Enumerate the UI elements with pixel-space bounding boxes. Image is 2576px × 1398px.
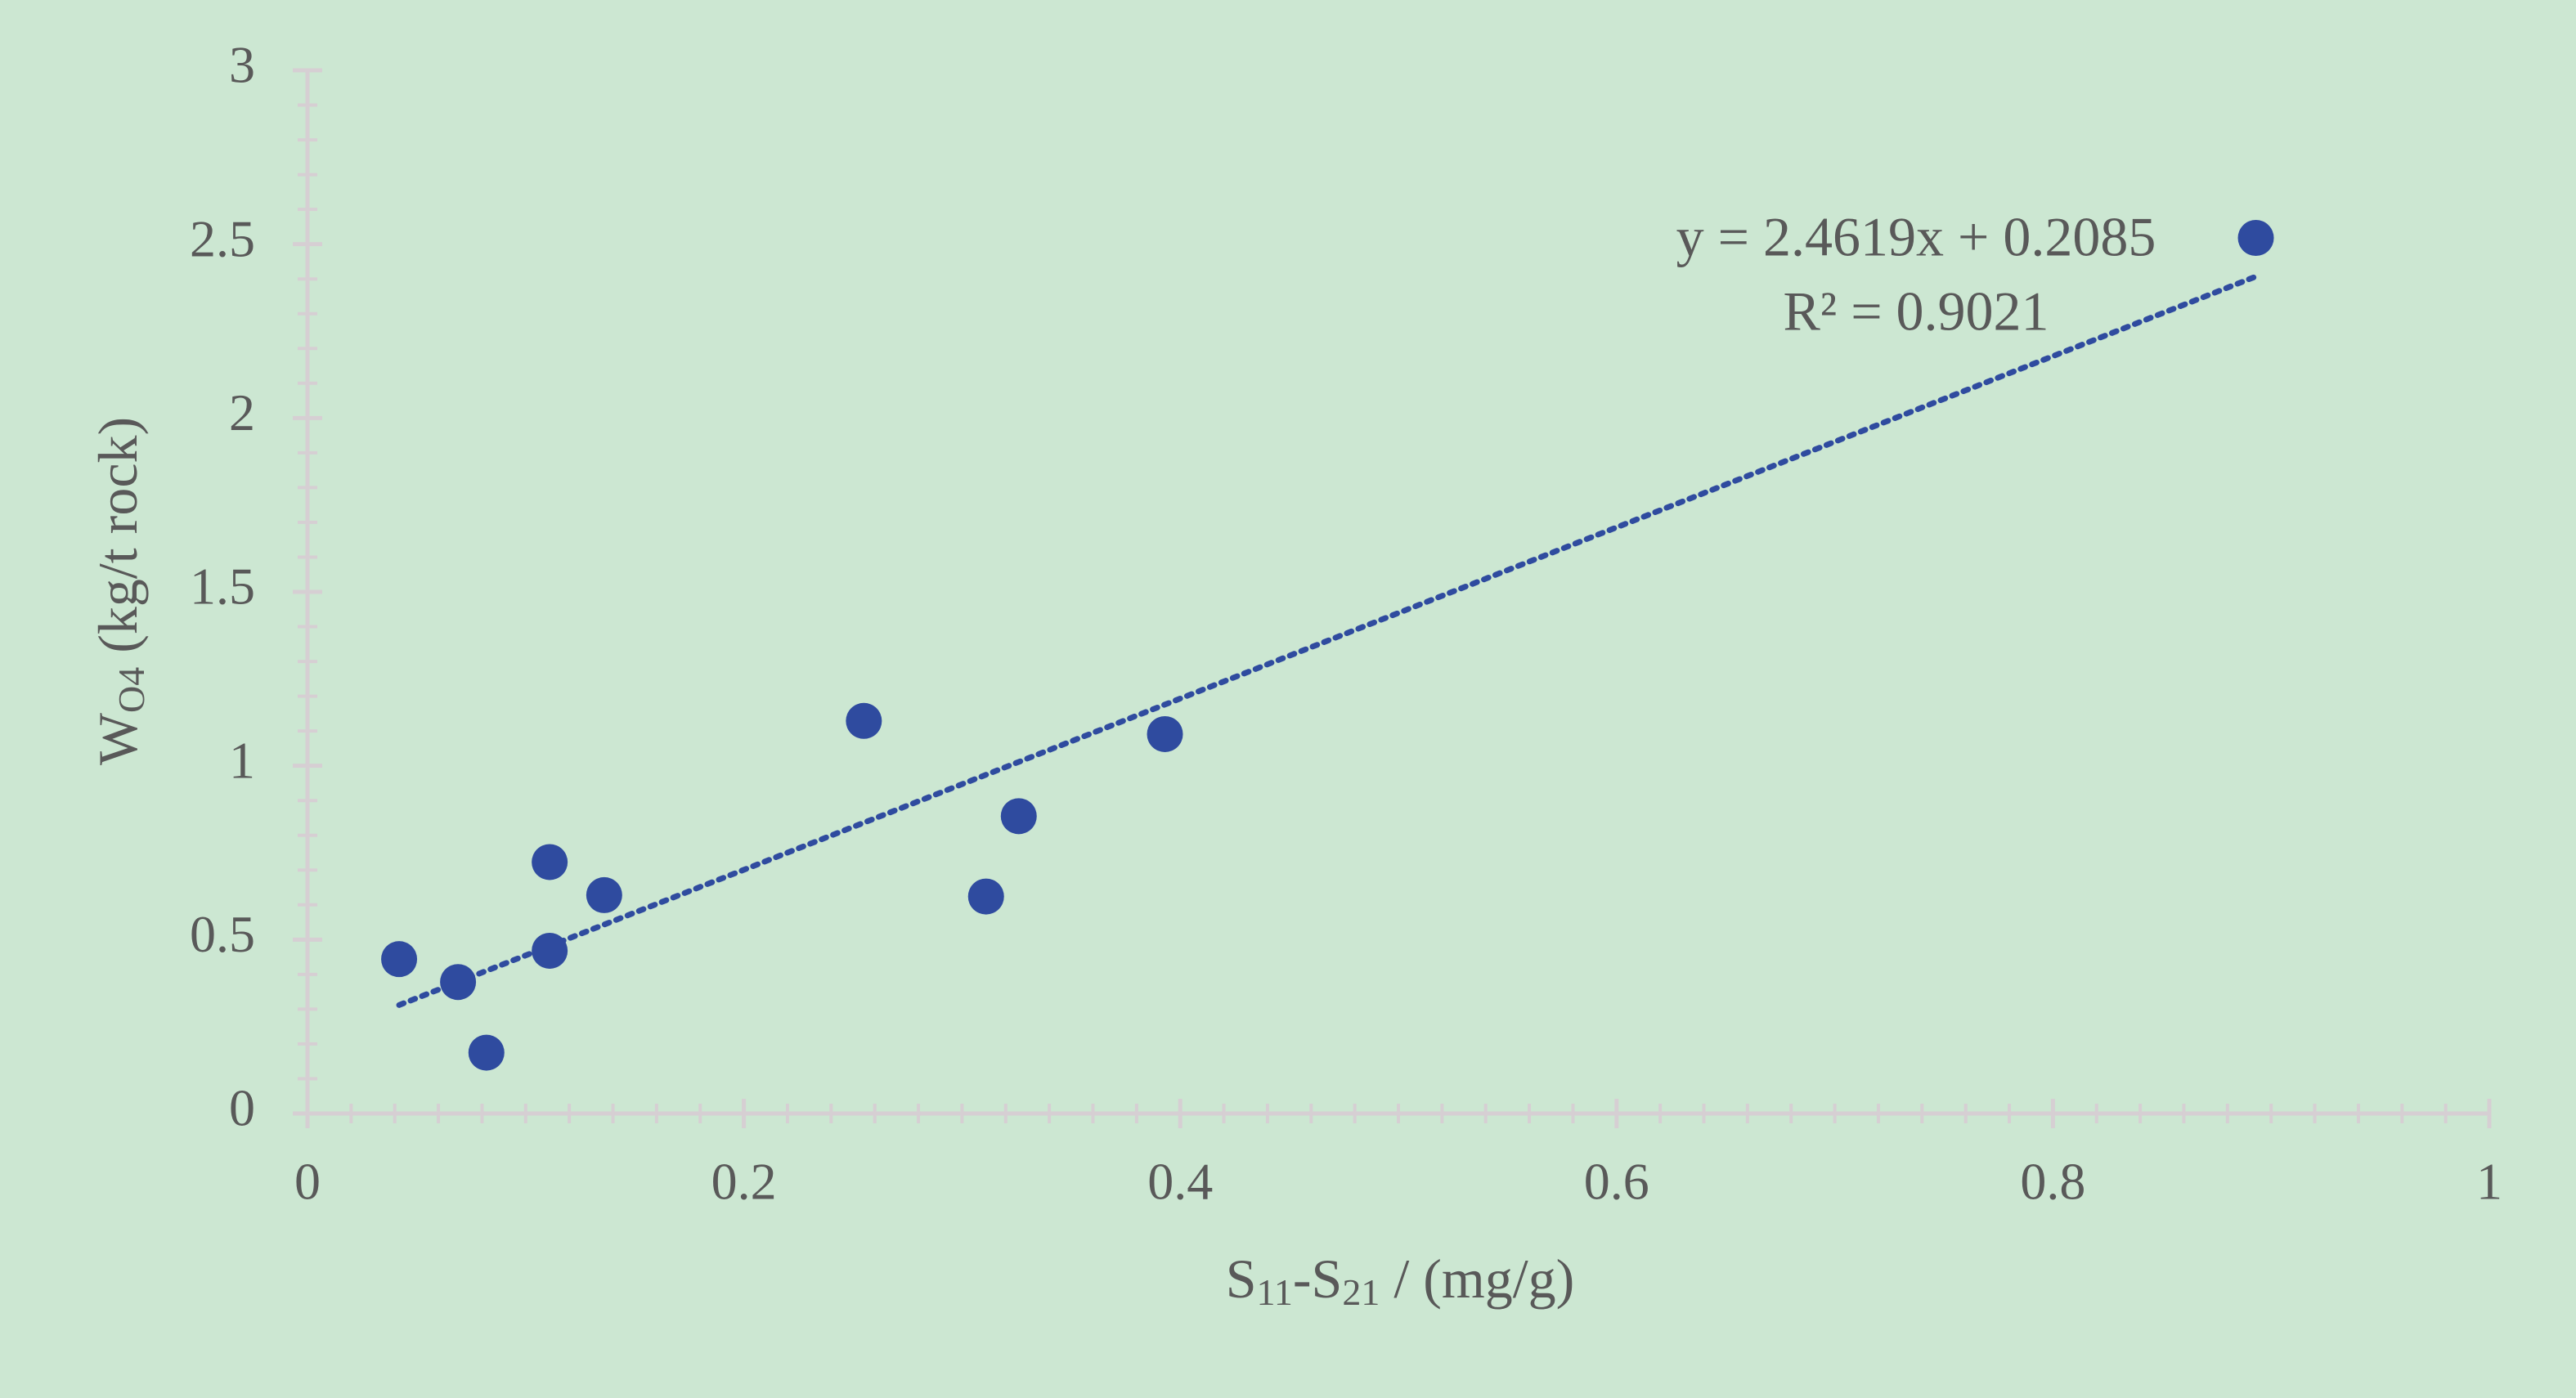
y-tick-label: 1 xyxy=(229,731,255,789)
trendline xyxy=(396,273,2260,1008)
point xyxy=(532,932,568,969)
point xyxy=(846,702,882,739)
subscript: 21 xyxy=(1342,1271,1380,1313)
point xyxy=(440,964,477,1001)
point xyxy=(586,876,622,913)
y-tick-label: 1.5 xyxy=(190,558,255,616)
y-tick-label: 0 xyxy=(229,1079,255,1137)
y-tick-label: 2.5 xyxy=(190,209,255,267)
trendline-r2: R² = 0.9021 xyxy=(1783,280,2049,343)
trendline-equation: y = 2.4619x + 0.2085 xyxy=(1676,206,2156,268)
point xyxy=(468,1034,505,1071)
title-part: / (mg/g) xyxy=(1380,1248,1574,1310)
point xyxy=(967,878,1004,915)
subscript: 11 xyxy=(1257,1271,1293,1313)
y-tick-label: 2 xyxy=(229,383,255,441)
x-axis-title: S11-S21 / (mg/g) xyxy=(1226,1248,1575,1313)
y-axis-title: WO4 (kg/t rock) xyxy=(87,417,152,765)
point xyxy=(1000,798,1037,835)
title-part: -S xyxy=(1293,1248,1342,1310)
subscript: O4 xyxy=(110,667,152,713)
x-tick-label: 1 xyxy=(2476,1153,2502,1211)
title-part: W xyxy=(87,712,149,765)
x-tick-label: 0 xyxy=(294,1153,321,1211)
x-tick-label: 0.6 xyxy=(1584,1153,1649,1211)
point xyxy=(532,844,568,880)
y-tick-label: 3 xyxy=(229,36,255,94)
title-part: S xyxy=(1226,1248,1257,1310)
x-tick-label: 0.2 xyxy=(711,1153,777,1211)
x-tick-label: 0.4 xyxy=(1147,1153,1213,1211)
title-part: (kg/t rock) xyxy=(87,417,149,667)
point xyxy=(2237,220,2274,257)
point xyxy=(381,941,418,978)
y-tick-label: 0.5 xyxy=(190,905,255,963)
x-tick-label: 0.8 xyxy=(2020,1153,2085,1211)
point xyxy=(1147,715,1183,752)
